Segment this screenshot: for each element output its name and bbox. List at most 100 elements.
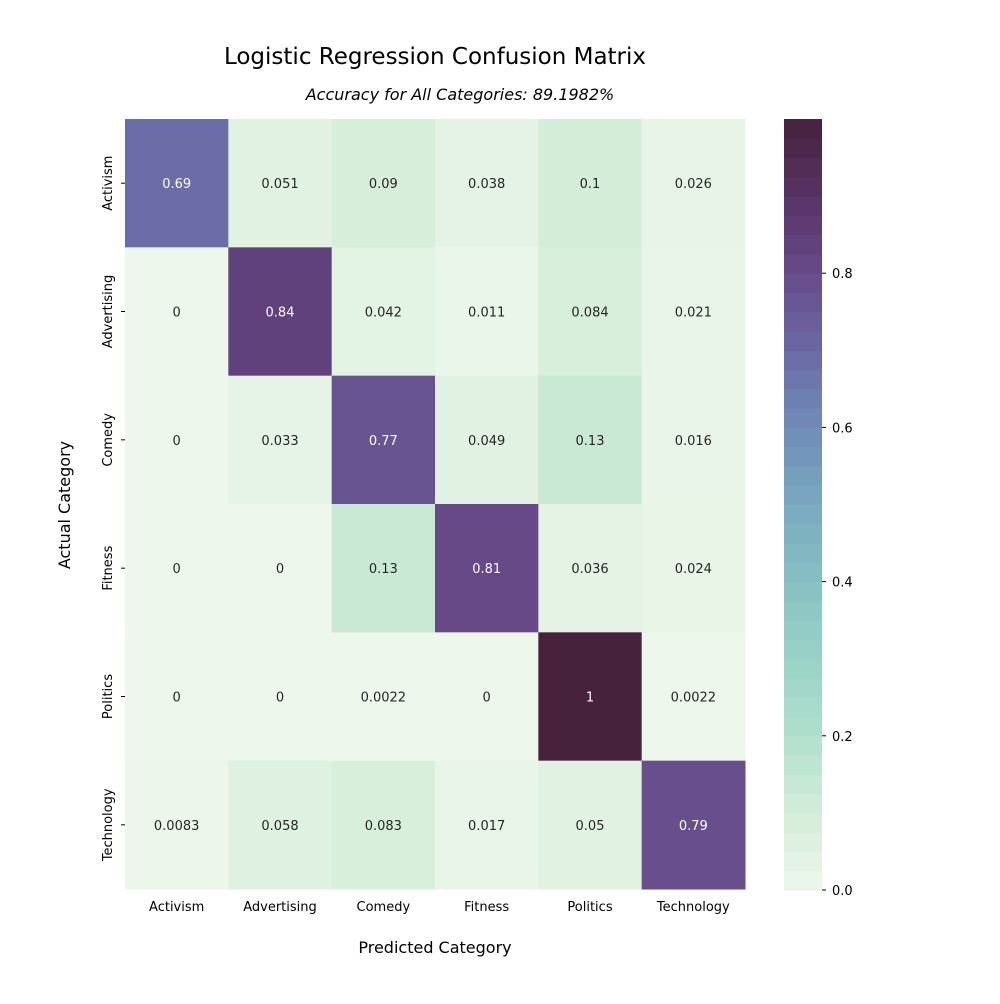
heatmap-cell (331, 760, 436, 890)
colorbar-band (784, 639, 822, 660)
colorbar-tick-label: 0.6 (832, 421, 853, 436)
heatmap-cell (228, 119, 333, 248)
colorbar-band (784, 543, 822, 563)
cell-value-label: 0.083 (365, 819, 402, 834)
heatmap-cell (538, 632, 643, 762)
colorbar-band (784, 812, 822, 833)
heatmap-cell (331, 504, 436, 633)
cell-value-label: 0 (173, 562, 181, 577)
y-tick-label: Politics (101, 674, 116, 719)
colorbar-band (784, 832, 822, 852)
heatmap-cell (228, 760, 333, 890)
colorbar-band (784, 311, 822, 332)
heatmap-cell (331, 375, 436, 505)
colorbar-band (784, 755, 822, 775)
cell-value-label: 0.69 (162, 177, 191, 192)
heatmap-cell (228, 504, 333, 633)
colorbar-band (784, 369, 822, 390)
colorbar-band (784, 388, 822, 409)
colorbar-band (784, 350, 822, 371)
heatmap-cell (435, 632, 539, 762)
colorbar-band (784, 119, 822, 139)
cell-value-label: 0.042 (365, 306, 402, 321)
cell-value-label: 0.84 (266, 306, 295, 321)
heatmap-cell (641, 504, 746, 633)
heatmap-cell (641, 632, 746, 762)
colorbar-band (784, 793, 822, 814)
colorbar-band (784, 716, 822, 737)
y-axis-ticks: Activism Advertising Comedy Fitness Politics… (101, 156, 125, 862)
colorbar-band (784, 697, 822, 718)
x-tick-label: Politics (567, 900, 612, 915)
heatmap-cell (538, 375, 643, 505)
colorbar-band (784, 658, 822, 679)
cell-value-label: 0.021 (675, 306, 712, 321)
x-tick-label: Technology (656, 900, 730, 915)
colorbar (784, 119, 822, 891)
colorbar-band (784, 851, 822, 872)
cell-value-label: 0.011 (468, 306, 505, 321)
colorbar-band (784, 774, 822, 795)
cell-value-label: 0.038 (468, 177, 505, 192)
heatmap-cell (228, 632, 333, 762)
cell-value-label: 0.058 (261, 819, 298, 834)
heatmap-cell (538, 504, 643, 633)
cell-value-label: 0 (276, 691, 284, 706)
heatmap-cell (538, 760, 643, 890)
colorbar-tick-label: 0.4 (832, 576, 853, 591)
cell-value-label: 0.017 (468, 819, 505, 834)
x-axis-label: Predicted Category (358, 938, 511, 957)
heatmap-cell (125, 760, 229, 890)
colorbar-band (784, 581, 822, 602)
colorbar-band (784, 138, 822, 159)
colorbar-band (784, 485, 822, 505)
x-tick-label: Comedy (357, 900, 411, 915)
heatmap-cell (435, 247, 539, 377)
x-tick-label: Advertising (243, 900, 317, 915)
heatmap-cell (641, 375, 746, 505)
cell-value-label: 0.026 (675, 177, 712, 192)
cell-value-label: 0.016 (675, 434, 712, 449)
colorbar-band (784, 465, 822, 486)
cell-value-label: 0.13 (576, 434, 605, 449)
heatmap-cell (435, 760, 539, 890)
heatmap-cell (125, 247, 229, 377)
heatmap-cell (538, 119, 643, 248)
x-axis-ticks: Activism Advertising Comedy Fitness Politics… (149, 900, 730, 915)
y-tick-label: Advertising (101, 275, 116, 349)
cell-value-label: 0.0022 (361, 691, 407, 706)
heatmap-cells (125, 119, 746, 890)
cell-value-label: 0.033 (261, 434, 298, 449)
colorbar-tick-label: 0.8 (832, 267, 853, 282)
colorbar-tick-label: 0.0 (832, 884, 853, 899)
colorbar-band (784, 292, 822, 313)
cell-value-label: 0.024 (675, 562, 712, 577)
cell-value-label: 0.05 (576, 819, 605, 834)
cell-value-label: 0.0083 (154, 819, 200, 834)
y-tick-label: Comedy (101, 413, 116, 467)
colorbar-band (784, 253, 822, 274)
heatmap-cell (641, 119, 746, 248)
y-axis-label: Actual Category (55, 441, 74, 569)
cell-value-label: 0.036 (571, 562, 608, 577)
cell-value-label: 0 (276, 562, 284, 577)
cell-value-label: 0 (173, 691, 181, 706)
heatmap-cell (435, 375, 539, 505)
cell-value-label: 0.81 (472, 562, 501, 577)
cell-value-label: 0.79 (679, 819, 708, 834)
heatmap-cell (125, 632, 229, 762)
colorbar-band (784, 196, 822, 216)
cell-value-label: 0.09 (369, 177, 398, 192)
x-tick-label: Fitness (464, 900, 509, 915)
heatmap-cell (228, 375, 333, 505)
colorbar-band (784, 157, 822, 178)
heatmap-cell (331, 247, 436, 377)
heatmap-cell (331, 119, 436, 248)
cell-value-label: 0.051 (261, 177, 298, 192)
heatmap-cell (125, 504, 229, 633)
y-tick-label: Activism (101, 156, 116, 211)
cell-value-label: 0.77 (369, 434, 398, 449)
heatmap-cell (228, 247, 333, 377)
